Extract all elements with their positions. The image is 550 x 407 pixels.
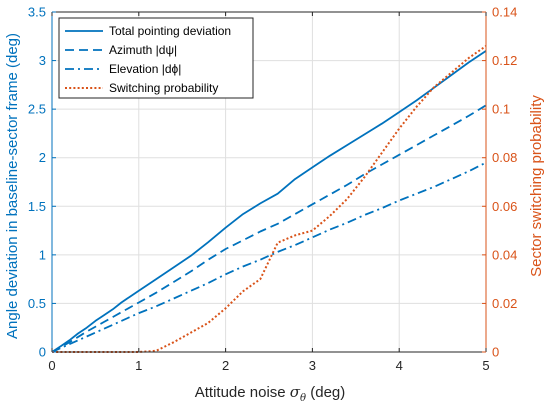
left-tick-label: 0.5: [28, 296, 46, 311]
tick-labels: 0 1 2 3 4 500.511.522.533.500.020.040.060.080…: [28, 5, 517, 374]
x-tick-label: 1: [135, 358, 142, 373]
left-tick-label: 3: [39, 53, 46, 68]
series-layer: [51, 45, 487, 353]
right-tick-label: 0.02: [492, 296, 517, 311]
legend: Total pointing deviation Azimuth |dψ| Elev…: [58, 17, 254, 99]
left-tick-label: 1: [39, 247, 46, 262]
x-axis-title: Attitude noise σθ (deg): [195, 383, 346, 404]
left-tick-label: 2: [39, 150, 46, 165]
right-tick-label: 0: [492, 345, 499, 360]
legend-label: Switching probability: [109, 81, 218, 95]
left-tick-label: 2.5: [28, 102, 46, 117]
right-tick-label: 0.1: [492, 102, 510, 117]
legend-label: Elevation |dϕ|: [109, 62, 181, 76]
axes: [51, 11, 487, 353]
x-tick-label: 3: [309, 358, 316, 373]
x-tick-label: 0: [48, 358, 55, 373]
series-line-1: [51, 50, 487, 353]
left-tick-label: 0: [39, 345, 46, 360]
left-axis-title: Angle deviation in baseline-sector frame…: [4, 33, 21, 339]
right-tick-label: 0.06: [492, 199, 517, 214]
right-tick-label: 0.14: [492, 5, 517, 20]
legend-label: Azimuth |dψ|: [109, 43, 177, 57]
legend-label: Total pointing deviation: [109, 24, 231, 38]
left-tick-label: 1.5: [28, 199, 46, 214]
series-line-3: [51, 161, 487, 353]
x-tick-label: 4: [396, 358, 403, 373]
left-tick-label: 3.5: [28, 5, 46, 20]
right-tick-label: 0.04: [492, 247, 517, 262]
x-tick-label: 2: [222, 358, 229, 373]
right-axis-title: Sector switching probability: [528, 95, 545, 277]
series-line-4: [52, 45, 487, 353]
right-tick-label: 0.12: [492, 53, 517, 68]
right-tick-label: 0.08: [492, 150, 517, 165]
grid-lines: [52, 12, 486, 352]
x-tick-label: 5: [482, 358, 489, 373]
